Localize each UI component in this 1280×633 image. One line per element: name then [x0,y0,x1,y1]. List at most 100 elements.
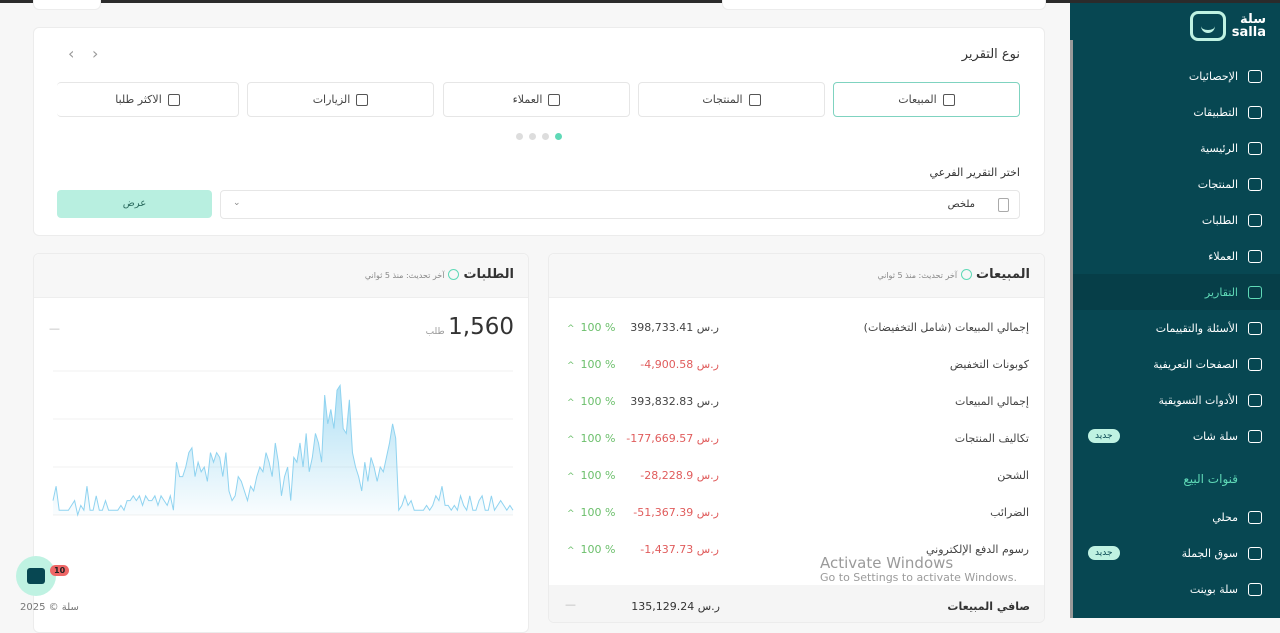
carousel-dot[interactable] [516,133,523,140]
sidebar-item-9[interactable]: الأدوات التسويقية [1070,382,1280,418]
window-top-bar [0,0,1280,3]
sidebar-item-5[interactable]: العملاء [1070,238,1280,274]
help-icon[interactable] [961,269,973,280]
net-sales-row: صافي المبيعات 135,129.24 ر.س — [549,585,1044,622]
chat-icon [1248,429,1262,443]
orders-line [52,383,514,517]
row-value: 398,733.41 ر.س [630,321,719,334]
sidebar-item-label: الصفحات التعريفية [1153,357,1238,371]
home-icon [1248,141,1262,155]
tab-report-2[interactable]: العملاء [443,82,630,117]
row-label: كوبونات التخفيض [949,358,1029,371]
bag-icon [942,93,955,106]
chevron-left-icon[interactable]: ‹ [68,44,75,63]
sidebar-item-label: الأسئلة والتقييمات [1155,321,1238,335]
pos-icon [1248,582,1262,596]
sidebar-item-7[interactable]: الأسئلة والتقييمات [1070,310,1280,346]
chat-button[interactable] [16,556,56,596]
sidebar-item-0[interactable]: الإحصائيات [1070,58,1280,94]
row-value: -4,900.58 ر.س [640,358,719,371]
carousel-dot[interactable] [529,133,536,140]
sales-title: المبيعات [976,267,1030,282]
box-icon [1248,213,1262,227]
salla-logo[interactable]: سلة salla [1189,11,1266,41]
report-type-title: نوع التقرير [961,47,1020,62]
logo-en: salla [1231,25,1266,40]
sidebar-item-10[interactable]: سلة شات جديد [1070,418,1280,454]
tab-label: المبيعات [898,93,937,106]
arrow-up-icon: ^ [567,472,575,482]
row-value: -28,228.9 ر.س [640,469,719,482]
sidebar-scrollbar[interactable] [1070,40,1073,618]
tab-report-1[interactable]: المنتجات [638,82,825,117]
channel-label: سلة بوينت [1189,582,1238,596]
tab-report-0[interactable]: المبيعات [833,82,1020,117]
orders-change: — [49,322,60,335]
sidebar-item-label: العملاء [1208,249,1238,263]
carousel-dot-active[interactable] [555,133,562,140]
row-label: الشحن [997,469,1029,482]
logo-ar: سلة [1240,12,1266,27]
orders-total: 1,560 [448,314,514,340]
sidebar-channel-0[interactable]: محلي [1070,499,1280,535]
carousel-dot[interactable] [542,133,549,140]
tab-label: الاكثر طلبا [115,93,162,106]
new-badge: جديد [1088,546,1120,560]
row-change: ^ 100 % [567,469,616,482]
arrow-up-icon: ^ [567,546,575,556]
chevron-right-icon[interactable]: › [92,44,99,63]
top-search[interactable] [722,0,1046,10]
orders-card: الطلباتآخر تحديث: منذ 5 ثواني 1,560 طلب … [33,253,529,633]
sales-row: تكاليف المنتجات -177,669.57 ر.س ^ 100 % [549,422,1044,459]
chat-icon [27,568,45,584]
row-change: ^ 100 % [567,506,616,519]
channel-label: محلي [1212,510,1238,524]
sidebar-item-3[interactable]: المنتجات [1070,166,1280,202]
tab-label: الزيارات [312,93,351,106]
chevron-down-icon: ⌄ [233,198,241,208]
sales-updated: آخر تحديث: منذ 5 ثواني [877,271,958,280]
shirt-icon [1248,177,1262,191]
arrow-up-icon: ^ [567,435,575,445]
net-sales-change: — [565,598,576,611]
sidebar-item-1[interactable]: التطبيقات [1070,94,1280,130]
comment-icon [1248,321,1262,335]
chart-icon [1248,69,1262,83]
help-icon[interactable] [448,269,460,280]
pie-icon [1248,285,1262,299]
tab-label: العملاء [512,93,543,106]
watermark-subtitle: Go to Settings to activate Windows. [820,571,1018,584]
top-control[interactable] [33,0,101,10]
row-label: تكاليف المنتجات [954,432,1029,445]
document-icon [998,198,1009,212]
row-label: الضرائب [990,506,1029,519]
sub-report-select[interactable]: ملخص ⌄ [220,190,1020,219]
sidebar-channel-1[interactable]: سوق الجملة جديد [1070,535,1280,571]
sidebar-item-label: التطبيقات [1193,105,1238,119]
arrow-up-icon: ^ [567,324,575,334]
sidebar-item-label: المنتجات [1197,177,1238,191]
sub-report-value: ملخص [947,199,975,210]
sidebar-item-8[interactable]: الصفحات التعريفية [1070,346,1280,382]
sidebar-item-label: الرئيسية [1200,141,1238,155]
row-change: ^ 100 % [567,432,616,445]
tab-report-3[interactable]: الزيارات [247,82,434,117]
shirt-icon [167,93,180,106]
row-label: رسوم الدفع الإلكتروني [926,543,1029,556]
row-value: -51,367.39 ر.س [633,506,719,519]
sales-card: المبيعات آخر تحديث: منذ 5 ثواني إجمالي ال… [548,253,1045,623]
users-icon [1248,249,1262,263]
sales-row: إجمالي المبيعات (شامل التخفيضات) 398,733.… [549,311,1044,348]
sidebar-channel-2[interactable]: سلة بوينت [1070,571,1280,607]
sidebar-item-6[interactable]: التقارير [1070,274,1280,310]
show-button[interactable]: عرض [57,190,212,218]
orders-updated: آخر تحديث: منذ 5 ثواني [364,271,445,280]
sidebar: سلة salla الإحصائيات التطبيقات الرئيسية المن… [1070,3,1280,618]
sales-row: رسوم الدفع الإلكتروني -1,437.73 ر.س ^ 100 % [549,533,1044,570]
tab-report-4[interactable]: الاكثر طلبا [57,82,239,117]
sidebar-item-4[interactable]: الطلبات [1070,202,1280,238]
row-label: إجمالي المبيعات [954,395,1029,408]
row-value: -1,437.73 ر.س [640,543,719,556]
row-value: -177,669.57 ر.س [626,432,719,445]
sidebar-item-2[interactable]: الرئيسية [1070,130,1280,166]
